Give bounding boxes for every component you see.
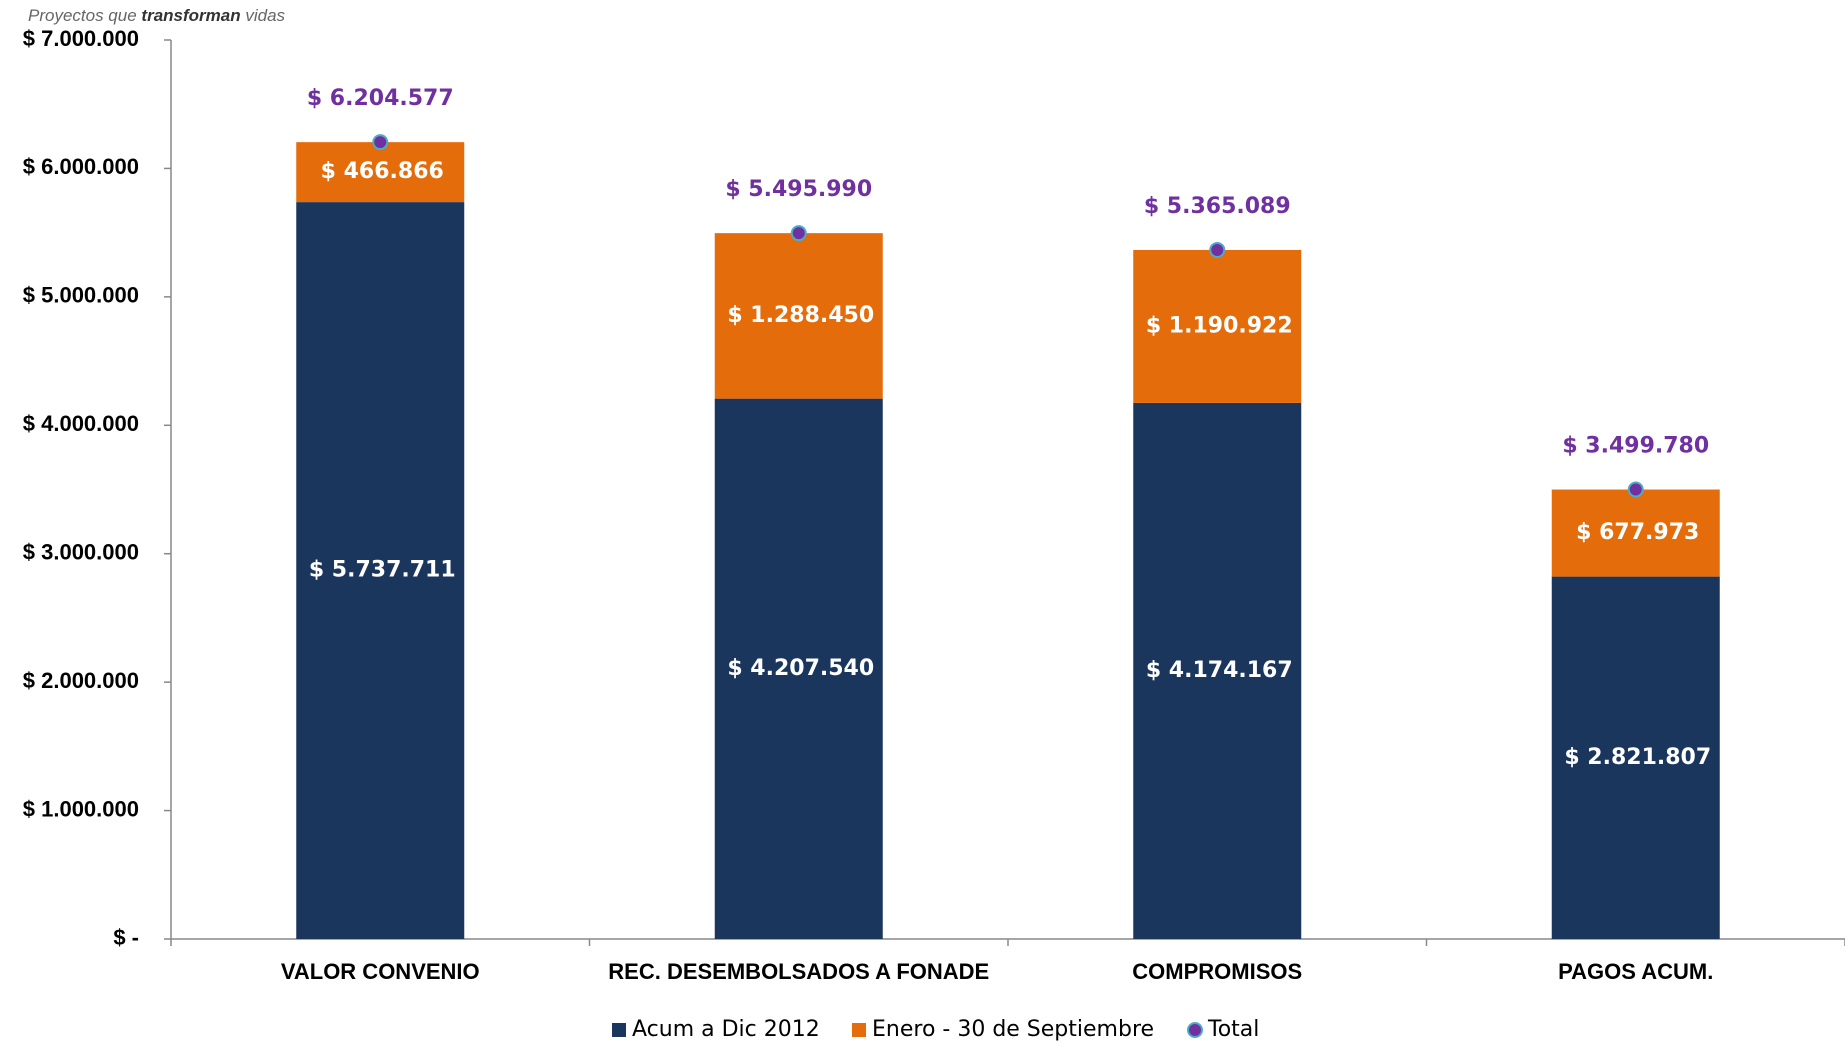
- legend-label: Total: [1207, 1017, 1259, 1042]
- y-tick-label: $ 5.000.000: [23, 283, 139, 308]
- y-tick-label: $ 2.000.000: [23, 668, 139, 693]
- tagline-part: vidas: [245, 6, 285, 25]
- y-tick-label: $ 1.000.000: [23, 796, 139, 821]
- value-label: $ 2.821.807: [1564, 745, 1711, 770]
- total-marker: [1629, 483, 1643, 497]
- x-tick-label: VALOR CONVENIO: [281, 959, 480, 984]
- tagline-part: transforman: [141, 6, 240, 25]
- total-marker: [1210, 243, 1224, 257]
- value-label: $ 677.973: [1576, 520, 1699, 545]
- value-label: $ 466.866: [321, 159, 444, 184]
- tagline-part: Proyectos que: [28, 6, 137, 25]
- legend-swatch: [612, 1023, 626, 1037]
- value-label: $ 4.207.540: [727, 656, 874, 681]
- total-label: $ 3.499.780: [1562, 434, 1709, 459]
- value-label: $ 1.288.450: [727, 303, 874, 328]
- total-label: $ 5.495.990: [725, 177, 872, 202]
- total-marker: [792, 226, 806, 240]
- x-tick-label: PAGOS ACUM.: [1558, 959, 1713, 984]
- value-label: $ 5.737.711: [309, 558, 456, 583]
- y-tick-label: $ 4.000.000: [23, 411, 139, 436]
- x-tick-label: REC. DESEMBOLSADOS A FONADE: [608, 959, 989, 984]
- total-marker: [373, 135, 387, 149]
- legend-swatch: [852, 1023, 866, 1037]
- tagline: Proyectos que transforman vidas: [28, 6, 286, 25]
- total-label: $ 5.365.089: [1144, 194, 1291, 219]
- chart: Proyectos que transforman vidas $ - $ 1.0…: [0, 0, 1845, 1044]
- y-tick-label: $ 7.000.000: [23, 26, 139, 51]
- value-label: $ 1.190.922: [1146, 313, 1293, 338]
- legend-marker: [1188, 1023, 1202, 1037]
- value-label: $ 4.174.167: [1146, 658, 1293, 683]
- total-label: $ 6.204.577: [307, 86, 454, 111]
- y-tick-label: $ 6.000.000: [23, 154, 139, 179]
- y-tick-label: $ 3.000.000: [23, 540, 139, 565]
- y-tick-label: $ -: [113, 925, 139, 950]
- x-tick-label: COMPROMISOS: [1132, 959, 1302, 984]
- legend-label: Acum a Dic 2012: [632, 1017, 820, 1042]
- legend-label: Enero - 30 de Septiembre: [872, 1017, 1154, 1042]
